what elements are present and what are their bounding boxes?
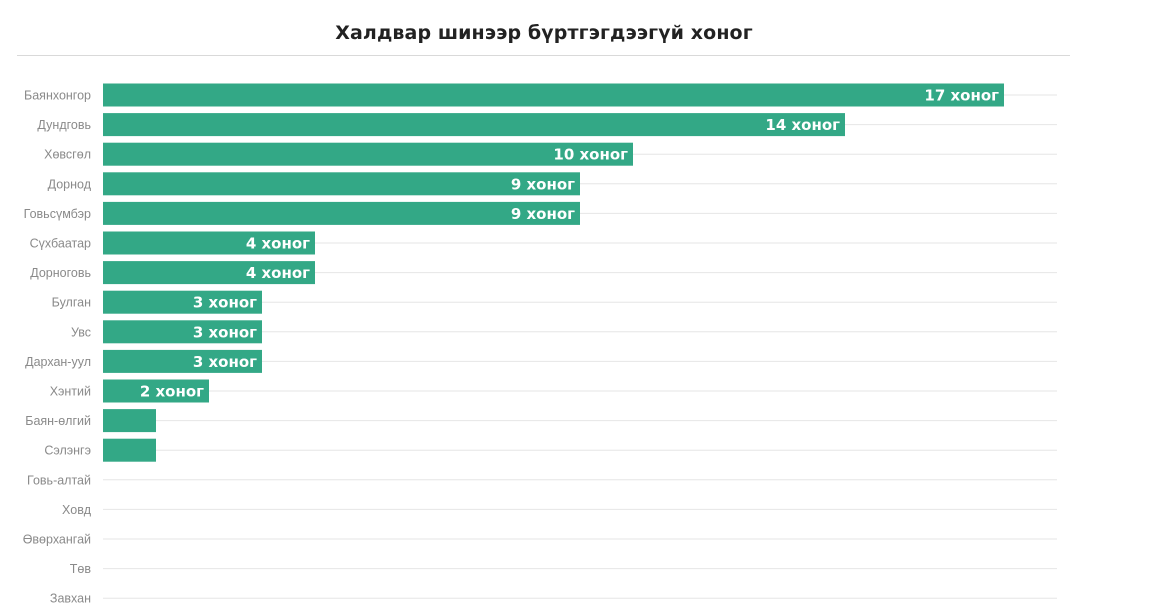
- bar-value-label: 4 хоног: [246, 264, 310, 282]
- bar: [103, 349, 262, 373]
- category-label: Сүхбаатар: [30, 237, 91, 251]
- bar: [103, 261, 315, 285]
- bar: [103, 113, 845, 137]
- category-label: Дорнод: [48, 177, 92, 191]
- category-label: Ховд: [62, 503, 92, 517]
- bar-value-label: 3 хоног: [193, 294, 257, 312]
- bar: [103, 83, 1004, 107]
- category-label: Төв: [70, 562, 92, 576]
- chart-title: Халдвар шинээр бүртгэгдээгүй хоног: [335, 22, 753, 44]
- category-label: Дундговь: [37, 118, 91, 132]
- bar: [103, 172, 580, 196]
- gridlines: [103, 94, 1057, 599]
- bar: [103, 142, 633, 166]
- category-label: Сэлэнгэ: [44, 444, 91, 458]
- category-label: Хэнтий: [50, 385, 91, 399]
- category-label: Булган: [52, 296, 91, 310]
- bars: [103, 83, 1004, 462]
- category-label: Дорноговь: [30, 266, 91, 280]
- bar-value-label: 9 хоног: [511, 205, 575, 223]
- bar: [103, 438, 156, 462]
- category-label: Увс: [71, 325, 91, 339]
- bar-value-label: 3 хоног: [193, 353, 257, 371]
- category-label: Дархан-уул: [25, 355, 91, 369]
- bar-value-label: 14 хоног: [765, 116, 840, 134]
- category-label: Говьсүмбэр: [24, 207, 91, 221]
- category-label: Баянхонгор: [24, 89, 91, 103]
- category-label: Хөвсгөл: [44, 148, 91, 162]
- category-label: Говь-алтай: [27, 473, 91, 487]
- bar-value-label: 2 хоног: [140, 383, 204, 401]
- bar-value-label: 9 хоног: [511, 175, 575, 193]
- category-labels: Баянхонгор Дундговь Хөвсгөл Дорнод Говьсүмбэ…: [23, 89, 92, 606]
- bar-value-label: 17 хоног: [924, 87, 999, 105]
- bar: [103, 320, 262, 344]
- category-label: Завхан: [50, 592, 91, 606]
- value-labels: 17 хоног 14 хоног 10 хоног 9 хоног 9 хоног 4 …: [140, 87, 999, 401]
- bar: [103, 379, 209, 403]
- bar-value-label: 4 хоног: [246, 235, 310, 253]
- category-label: Баян-өлгий: [25, 414, 91, 428]
- bar: [103, 201, 580, 225]
- title-divider: [17, 55, 1070, 56]
- bar: [103, 409, 156, 433]
- bar-value-label: 3 хоног: [193, 323, 257, 341]
- category-label: Өвөрхангай: [23, 533, 91, 547]
- bar-value-label: 10 хоног: [553, 146, 628, 164]
- bar: [103, 231, 315, 255]
- bar: [103, 290, 262, 314]
